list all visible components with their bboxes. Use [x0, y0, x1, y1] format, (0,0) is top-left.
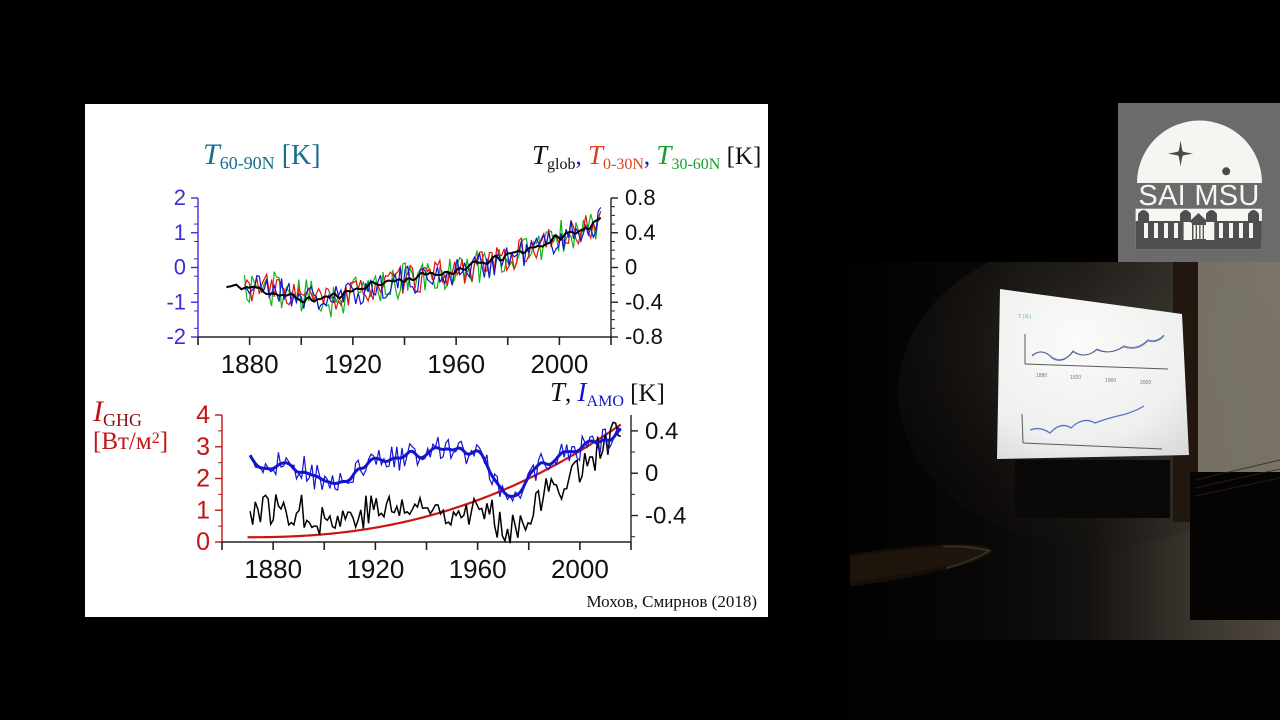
svg-text:2000: 2000 [1140, 380, 1151, 386]
svg-text:0: 0 [625, 255, 637, 280]
svg-text:Мохов, Смирнов (2018): Мохов, Смирнов (2018) [586, 592, 757, 611]
svg-text:1960: 1960 [449, 554, 507, 584]
svg-text:0: 0 [174, 255, 186, 280]
svg-text:0.8: 0.8 [625, 185, 656, 210]
svg-text:1960: 1960 [1105, 378, 1116, 384]
svg-text:2000: 2000 [551, 554, 609, 584]
svg-text:1: 1 [174, 220, 186, 245]
svg-text:1: 1 [196, 496, 210, 524]
svg-text:-0.4: -0.4 [625, 289, 663, 314]
svg-text:Tglob, T0-30N, T30-60N [K]: Tglob, T0-30N, T30-60N [K] [532, 140, 761, 173]
svg-text:2000: 2000 [530, 349, 588, 379]
svg-text:1920: 1920 [1070, 375, 1081, 381]
svg-text:-1: -1 [166, 289, 186, 314]
svg-text:1960: 1960 [427, 349, 485, 379]
svg-text:[Вт/м2]: [Вт/м2] [93, 428, 168, 455]
svg-text:T, IAMO [K]: T, IAMO [K] [550, 377, 665, 410]
svg-text:0: 0 [196, 528, 210, 556]
svg-text:T [K]: T [K] [1018, 314, 1031, 320]
svg-text:2: 2 [174, 185, 186, 210]
svg-text:-0.8: -0.8 [625, 324, 663, 349]
svg-text:-2: -2 [166, 324, 186, 349]
svg-text:IGHG: IGHG [92, 395, 142, 430]
svg-text:T60-90N [K]: T60-90N [K] [203, 138, 321, 173]
svg-text:0.4: 0.4 [645, 418, 678, 445]
svg-text:1920: 1920 [346, 554, 404, 584]
svg-text:4: 4 [196, 401, 210, 429]
svg-text:-0.4: -0.4 [645, 503, 686, 530]
svg-text:0: 0 [645, 460, 658, 487]
svg-text:1880: 1880 [1036, 373, 1047, 379]
svg-text:1880: 1880 [221, 349, 279, 379]
svg-text:3: 3 [196, 433, 210, 461]
svg-text:1920: 1920 [324, 349, 382, 379]
svg-text:1880: 1880 [244, 554, 302, 584]
svg-text:SAI MSU: SAI MSU [1138, 180, 1259, 212]
svg-text:2: 2 [196, 465, 210, 493]
svg-text:0.4: 0.4 [625, 220, 656, 245]
